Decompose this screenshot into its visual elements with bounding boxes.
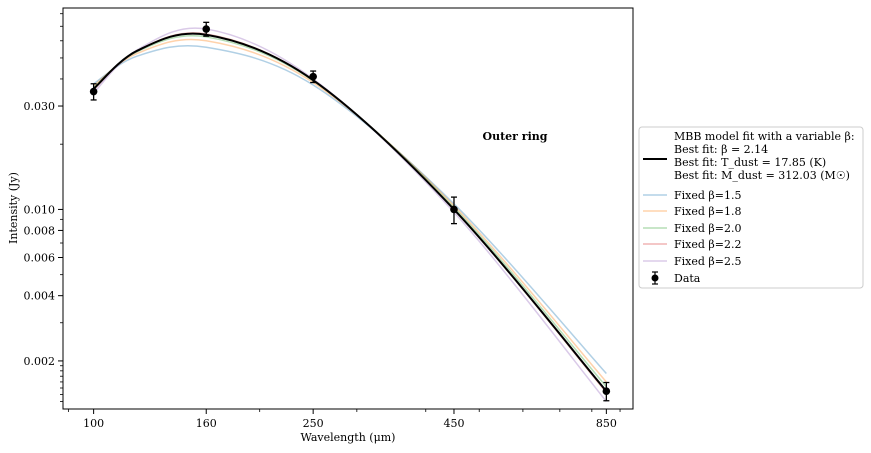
legend-best-fit-line4: Best fit: M_dust = 312.03 (M☉) <box>674 169 850 182</box>
data-marker-160 <box>202 25 211 33</box>
x-tick-label-160: 160 <box>196 417 217 430</box>
legend-label-beta-1-5: Fixed β=1.5 <box>674 189 741 202</box>
fixed-beta-curve-0 <box>93 44 607 374</box>
legend-label-beta-2-2: Fixed β=2.2 <box>674 238 741 251</box>
data-marker-850 <box>602 387 611 395</box>
legend-swatch-data <box>651 271 659 285</box>
x-tick-label-100: 100 <box>83 417 104 430</box>
legend-best-fit-line3: Best fit: T_dust = 17.85 (K) <box>674 156 826 169</box>
y-tick-label-5: 0.030 <box>24 100 56 113</box>
data-point-250 <box>309 70 317 84</box>
y-tick-label-1: 0.004 <box>24 290 56 303</box>
data-point-100 <box>89 83 98 101</box>
legend-best-fit-line1: MBB model fit with a variable β: <box>674 130 855 143</box>
axis-ticks: 100 160 250 450 850 0.002 0.004 0.006 0.008 0.010… <box>24 13 621 430</box>
data-point-160 <box>202 21 211 37</box>
data-points <box>89 21 611 402</box>
legend-label-data: Data <box>674 272 701 285</box>
x-tick-label-850: 850 <box>596 417 617 430</box>
plot-area <box>62 7 634 410</box>
legend-label-beta-2-0: Fixed β=2.0 <box>674 222 741 235</box>
legend: MBB model fit with a variable β: Best fi… <box>638 126 864 289</box>
legend-label-beta-1-8: Fixed β=1.8 <box>674 205 741 218</box>
legend-frame <box>638 126 864 289</box>
data-marker-250 <box>309 72 317 81</box>
y-tick-label-3: 0.008 <box>24 224 56 237</box>
y-axis-label: Intensity (Jy) <box>7 172 20 244</box>
y-tick-label-0: 0.002 <box>24 355 56 368</box>
x-axis-label: Wavelength (μm) <box>301 431 396 444</box>
data-point-850 <box>602 381 611 402</box>
data-marker-450 <box>450 205 458 214</box>
legend-label-beta-2-5: Fixed β=2.5 <box>674 255 741 268</box>
data-point-450 <box>450 196 458 225</box>
y-tick-label-4: 0.010 <box>24 203 56 216</box>
annotation-outer-ring: Outer ring <box>483 130 548 143</box>
x-tick-label-450: 450 <box>443 417 464 430</box>
data-marker-100 <box>89 87 98 96</box>
x-tick-label-250: 250 <box>303 417 324 430</box>
y-tick-label-2: 0.006 <box>24 252 56 265</box>
legend-best-fit-line2: Best fit: β = 2.14 <box>674 143 768 156</box>
